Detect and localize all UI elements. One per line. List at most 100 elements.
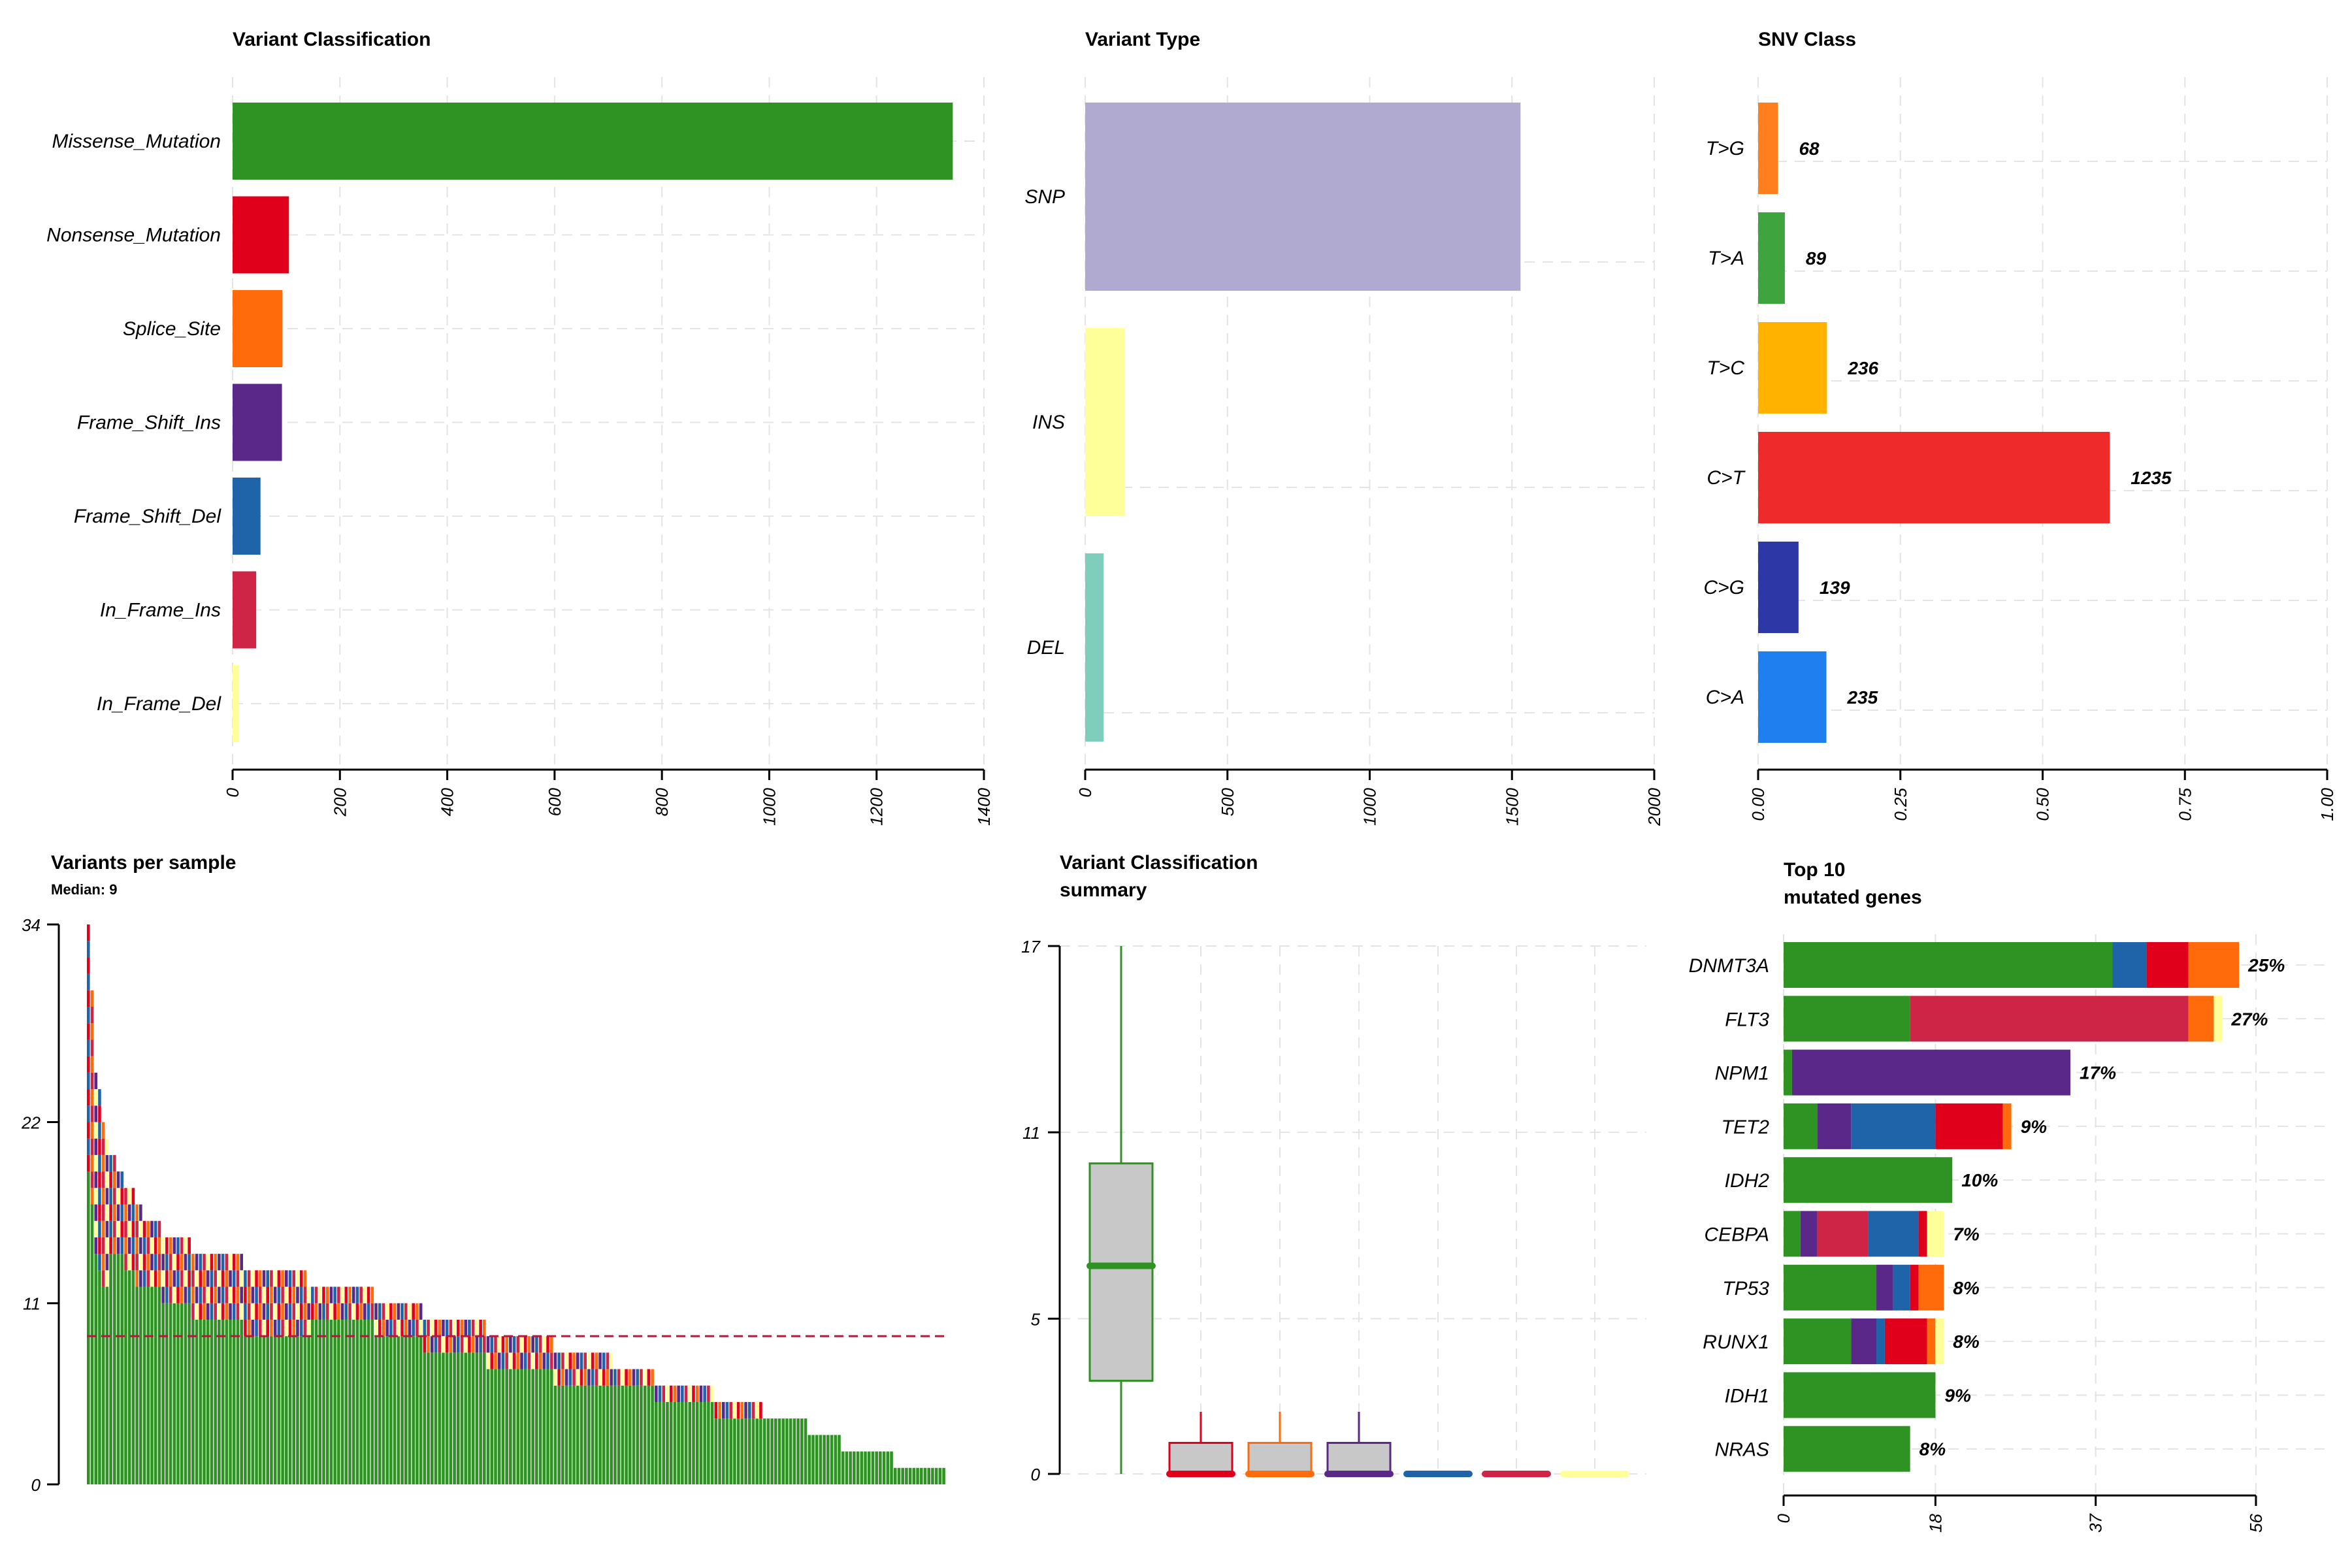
snv-tick-label: 1.00 bbox=[2317, 787, 2337, 821]
vps-bar-segment bbox=[199, 1286, 203, 1303]
vps-bar-segment bbox=[568, 1352, 572, 1369]
vps-bar-segment bbox=[124, 1188, 127, 1205]
vps-bar-segment bbox=[516, 1336, 520, 1353]
vps-bar-segment bbox=[629, 1385, 632, 1484]
vps-bar-segment bbox=[856, 1451, 860, 1484]
vps-bar-segment bbox=[370, 1286, 374, 1303]
gene-bar-segment bbox=[1935, 1318, 1944, 1365]
vps-bar-segment bbox=[292, 1303, 296, 1320]
vps-bar-segment bbox=[453, 1319, 456, 1337]
vps-bar-segment bbox=[199, 1303, 203, 1320]
vps-bar-segment bbox=[244, 1336, 247, 1484]
vps-bar-segment bbox=[666, 1385, 669, 1402]
vps-bar-segment bbox=[90, 1122, 94, 1139]
box-body bbox=[1247, 1441, 1313, 1475]
vps-bar-segment bbox=[139, 1286, 142, 1484]
vps-bar-segment bbox=[270, 1303, 273, 1320]
vps-bar-segment bbox=[938, 1467, 942, 1484]
vps-bar-segment bbox=[681, 1401, 684, 1484]
vps-bar-segment bbox=[303, 1303, 307, 1320]
vps-bar-segment bbox=[785, 1418, 789, 1484]
vps-bar-segment bbox=[101, 1254, 105, 1271]
genes-tick-label: 56 bbox=[2246, 1513, 2266, 1532]
vps-bar-segment bbox=[583, 1385, 587, 1484]
vps-bar-segment bbox=[273, 1336, 277, 1484]
vps-bar-segment bbox=[270, 1319, 273, 1337]
vps-bar-segment bbox=[389, 1319, 393, 1337]
vps-bar-segment bbox=[303, 1336, 307, 1484]
vps-bar-segment bbox=[400, 1336, 404, 1484]
vps-bar-segment bbox=[419, 1303, 423, 1320]
vps-bar-segment bbox=[359, 1286, 363, 1303]
vps-bar-segment bbox=[262, 1270, 266, 1287]
vps-bar-segment bbox=[98, 1089, 101, 1106]
vps-bar-segment bbox=[214, 1319, 217, 1484]
vps-bar-segment bbox=[203, 1286, 206, 1303]
vps-bar-segment bbox=[90, 1007, 94, 1024]
vps-bar-segment bbox=[636, 1369, 640, 1386]
vps-bar-segment bbox=[617, 1385, 621, 1484]
vps-bar-segment bbox=[218, 1254, 221, 1271]
vps-bar-segment bbox=[542, 1352, 546, 1369]
vt-category-label: INS bbox=[1032, 412, 1065, 433]
vps-bar-segment bbox=[184, 1303, 188, 1484]
vps-bar-segment bbox=[236, 1319, 240, 1484]
vps-bar-segment bbox=[606, 1385, 610, 1484]
vps-bar-segment bbox=[423, 1336, 427, 1353]
vps-bar-segment bbox=[94, 1188, 97, 1205]
vps-bar-segment bbox=[669, 1401, 673, 1484]
vps-bar-segment bbox=[397, 1336, 400, 1484]
vps-bar-segment bbox=[113, 1154, 116, 1172]
vps-bar-segment bbox=[416, 1303, 419, 1320]
vps-bar-segment bbox=[740, 1418, 744, 1484]
vps-bar-segment bbox=[98, 1105, 101, 1122]
vps-bar-segment bbox=[90, 1138, 94, 1155]
vps-bar-segment bbox=[188, 1237, 191, 1254]
vps-bar-segment bbox=[815, 1435, 819, 1484]
vps-bar-segment bbox=[127, 1270, 131, 1484]
vps-bar-segment bbox=[270, 1270, 273, 1287]
gene-bar-segment bbox=[2002, 1103, 2012, 1149]
vps-bar-segment bbox=[606, 1352, 610, 1369]
vps-bar-segment bbox=[184, 1254, 188, 1271]
vps-bar-segment bbox=[154, 1220, 157, 1237]
vps-bar-segment bbox=[412, 1319, 415, 1337]
vps-bar-segment bbox=[135, 1204, 139, 1221]
vps-bar-segment bbox=[314, 1286, 318, 1303]
vps-bar-segment bbox=[146, 1237, 150, 1254]
vps-bar-segment bbox=[557, 1352, 561, 1369]
vps-bar-segment bbox=[325, 1319, 329, 1484]
vps-bar-segment bbox=[266, 1336, 269, 1484]
vps-bar-segment bbox=[232, 1303, 236, 1320]
vps-bar-segment bbox=[632, 1369, 636, 1386]
gene-name-label: TET2 bbox=[1722, 1117, 1770, 1138]
vps-bar-segment bbox=[445, 1352, 449, 1484]
vps-bar-segment bbox=[146, 1270, 150, 1287]
vps-bar-segment bbox=[553, 1352, 557, 1369]
vps-bar-segment bbox=[531, 1369, 534, 1484]
vps-bar-segment bbox=[87, 1138, 90, 1155]
vps-bar-segment bbox=[549, 1369, 553, 1484]
vps-bar-segment bbox=[673, 1401, 677, 1484]
vps-bar-segment bbox=[490, 1336, 494, 1353]
vps-bar-segment bbox=[90, 1056, 94, 1073]
vps-bar-segment bbox=[218, 1319, 221, 1484]
vps-bar-segment bbox=[494, 1352, 497, 1369]
vps-bar-segment bbox=[229, 1270, 232, 1287]
vps-bar-segment bbox=[98, 1188, 101, 1205]
top-mutated-genes-panel: Top 10 mutated genes DNMT3A 25% FLT3 27% NPM… bbox=[1689, 859, 2326, 1533]
vps-bar-segment bbox=[157, 1237, 161, 1254]
vt-tick-label: 0 bbox=[1075, 787, 1095, 797]
snv-class-panel: SNV Class T>G 68 T>A 89 T>C 236 C>T 1235 C>G 139 C… bbox=[1703, 29, 2337, 821]
vps-bar-segment bbox=[124, 1204, 127, 1221]
gene-bar-segment bbox=[1784, 996, 1910, 1042]
vps-bar-segment bbox=[98, 1270, 101, 1484]
vps-bar-segment bbox=[101, 1286, 105, 1484]
snv-bar bbox=[1758, 103, 1778, 194]
vps-bar-segment bbox=[490, 1369, 494, 1484]
vps-bar-segment bbox=[747, 1418, 751, 1484]
vc-bar bbox=[233, 665, 239, 742]
vps-bar-segment bbox=[475, 1319, 479, 1337]
vps-bar-segment bbox=[176, 1237, 180, 1254]
vps-tick-label: 22 bbox=[21, 1113, 41, 1132]
